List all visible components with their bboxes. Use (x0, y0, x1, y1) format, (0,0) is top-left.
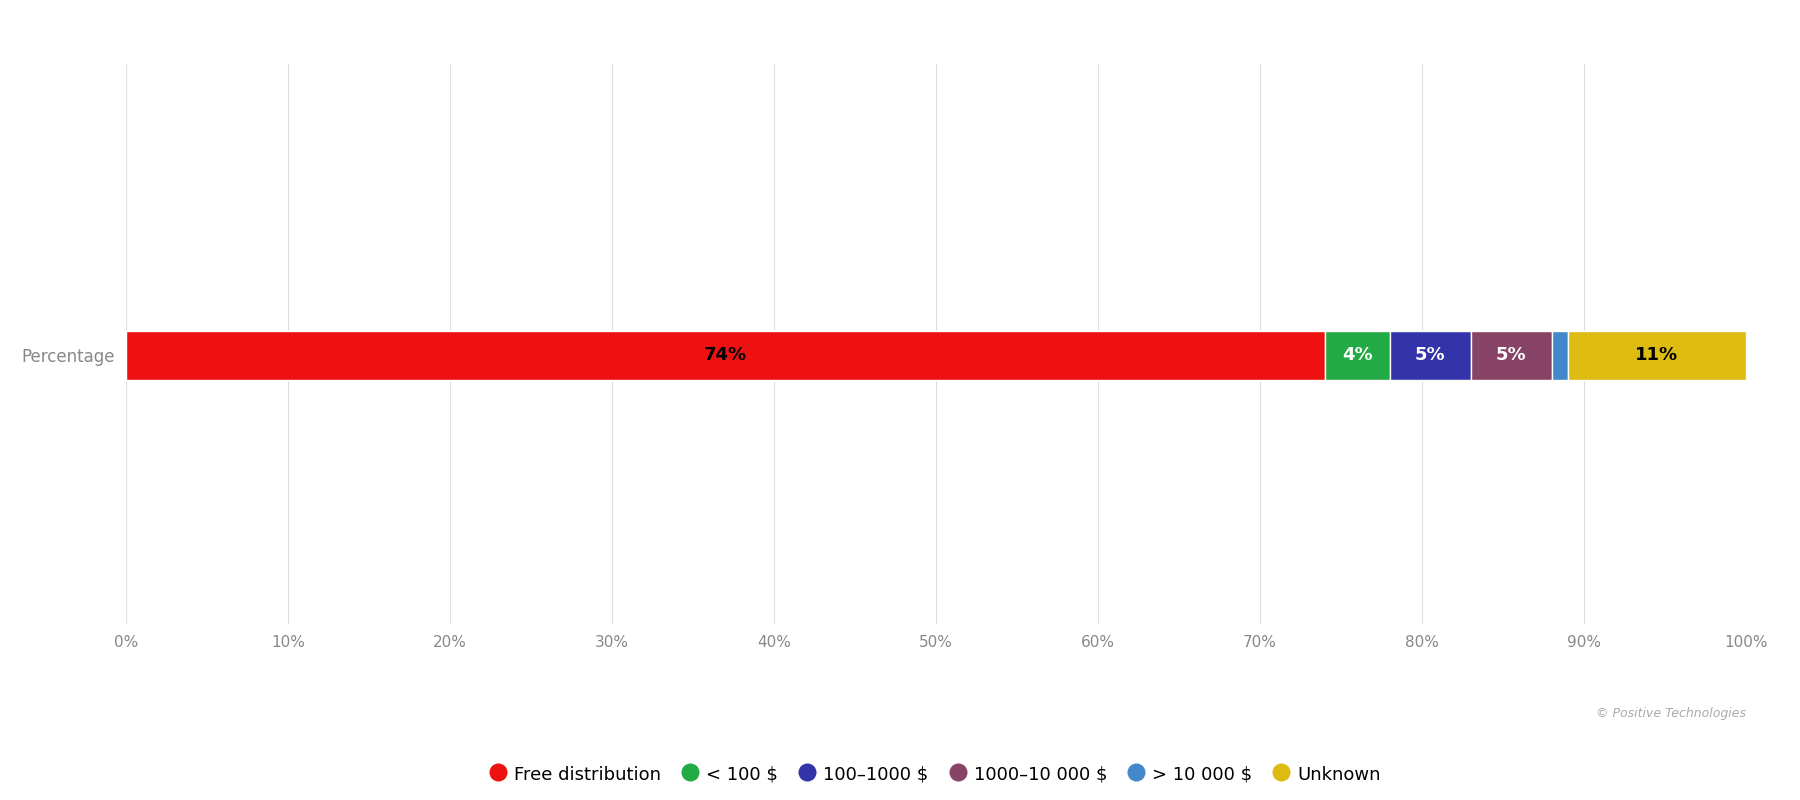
Bar (1568, 330, 1746, 380)
Text: 5%: 5% (1415, 346, 1445, 364)
Bar (126, 330, 1325, 380)
Text: 5%: 5% (1496, 346, 1526, 364)
Legend: Free distribution, < 100 $, 100–1000 $, 1000–10 000 $, > 10 000 $, Unknown: Free distribution, < 100 $, 100–1000 $, … (482, 756, 1390, 793)
Text: © Positive Technologies: © Positive Technologies (1597, 707, 1746, 720)
Bar (1552, 330, 1568, 380)
Bar (1325, 330, 1390, 380)
Bar (1471, 330, 1552, 380)
Bar (1390, 330, 1471, 380)
Text: 74%: 74% (704, 346, 747, 364)
Text: 11%: 11% (1636, 346, 1678, 364)
Text: 4%: 4% (1341, 346, 1373, 364)
